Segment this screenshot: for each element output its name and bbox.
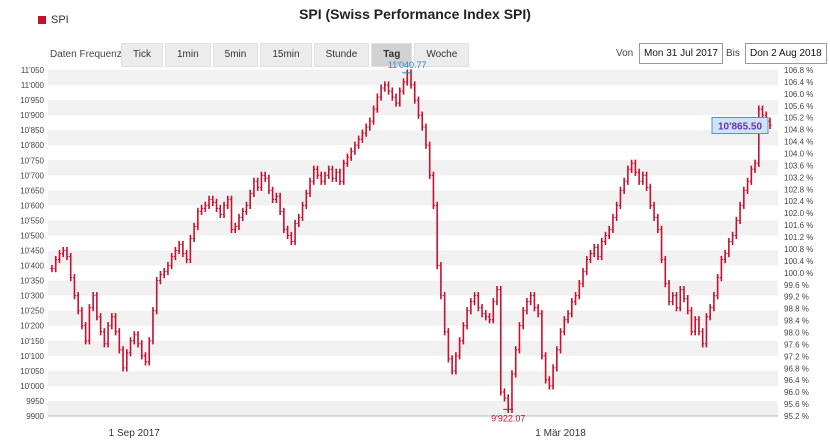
grid-band <box>48 370 778 386</box>
y-tick-label-right: 100.0 % <box>784 269 813 278</box>
y-tick-label-left: 10'600 <box>20 201 44 210</box>
y-tick-label-left: 10'000 <box>20 382 44 391</box>
grid-band <box>48 310 778 326</box>
y-tick-label-right: 104.8 % <box>784 126 813 135</box>
y-tick-label-right: 103.6 % <box>784 161 813 170</box>
tab-5min[interactable]: 5min <box>212 43 259 67</box>
y-tick-label-right: 97.2 % <box>784 352 809 361</box>
y-tick-label-left: 10'350 <box>20 277 44 286</box>
legend: SPI <box>38 14 69 26</box>
y-tick-label-left: 10'950 <box>20 96 44 105</box>
y-tick-label-right: 100.4 % <box>784 257 813 266</box>
y-tick-label-right: 104.4 % <box>784 138 813 147</box>
y-tick-label-left: 10'900 <box>20 111 44 120</box>
y-tick-label-left: 10'550 <box>20 216 44 225</box>
y-tick-label-right: 103.2 % <box>784 173 813 182</box>
grid-band <box>48 340 778 356</box>
y-tick-label-right: 99.6 % <box>784 281 809 290</box>
to-label: Bis <box>726 48 740 59</box>
grid-band <box>48 400 778 416</box>
tab-woche[interactable]: Woche <box>414 43 470 67</box>
y-tick-label-right: 96.0 % <box>784 388 809 397</box>
y-tick-label-left: 10'800 <box>20 141 44 150</box>
y-tick-label-right: 97.6 % <box>784 340 809 349</box>
y-tick-label-left: 9900 <box>26 412 44 421</box>
y-tick-label-left: 10'050 <box>20 367 44 376</box>
frequency-tabs: Tick 1min 5min 15min Stunde Tag Woche <box>121 43 471 67</box>
from-date-input[interactable]: Mon 31 Jul 2017 <box>639 43 723 64</box>
x-tick-label: 1 Mär 2018 <box>535 428 586 439</box>
x-tick-label: 1 Sep 2017 <box>109 428 161 439</box>
y-tick-label-right: 95.2 % <box>784 412 809 421</box>
grid-band <box>48 130 778 146</box>
last-value-label: 10'865.50 <box>718 122 763 133</box>
y-tick-label-left: 10'450 <box>20 247 44 256</box>
grid-band <box>48 160 778 176</box>
tab-15min[interactable]: 15min <box>260 43 312 67</box>
y-tick-label-left: 10'100 <box>20 352 44 361</box>
y-tick-label-right: 106.8 % <box>784 66 813 75</box>
y-tick-label-left: 9950 <box>26 397 44 406</box>
y-tick-label-left: 11'050 <box>21 66 45 75</box>
legend-swatch <box>38 16 46 24</box>
legend-label: SPI <box>51 14 69 26</box>
grid-band <box>48 220 778 236</box>
y-tick-label-right: 104.0 % <box>784 150 813 159</box>
tab-1min[interactable]: 1min <box>164 43 211 67</box>
y-tick-label-right: 105.2 % <box>784 114 813 123</box>
y-tick-label-left: 10'650 <box>20 186 44 195</box>
y-tick-label-left: 10'250 <box>20 307 44 316</box>
y-tick-label-right: 102.4 % <box>784 197 813 206</box>
frequency-label: Daten Frequenz <box>50 49 122 60</box>
y-tick-label-right: 96.4 % <box>784 376 809 385</box>
y-tick-label-right: 106.4 % <box>784 78 813 87</box>
y-tick-label-left: 10'300 <box>20 292 44 301</box>
y-tick-label-right: 102.0 % <box>784 209 813 218</box>
to-date-input[interactable]: Don 2 Aug 2018 <box>745 43 827 64</box>
annotation-label: 9'922.07 <box>491 413 525 423</box>
grid-band <box>48 280 778 296</box>
y-tick-label-left: 10'750 <box>20 156 44 165</box>
y-tick-label-left: 10'400 <box>20 262 44 271</box>
y-tick-label-right: 102.8 % <box>784 185 813 194</box>
y-tick-label-right: 98.0 % <box>784 328 809 337</box>
y-tick-label-right: 101.2 % <box>784 233 813 242</box>
chart-title: SPI (Swiss Performance Index SPI) <box>299 6 531 22</box>
last-value-box <box>711 117 769 135</box>
y-tick-label-right: 101.6 % <box>784 221 813 230</box>
y-tick-label-right: 106.0 % <box>784 90 813 99</box>
y-tick-label-right: 98.8 % <box>784 305 809 314</box>
y-tick-label-right: 96.8 % <box>784 364 809 373</box>
grid-band <box>48 250 778 266</box>
y-tick-label-left: 11'000 <box>21 81 45 90</box>
annotation-label: 11'040.77 <box>388 60 427 70</box>
grid-band <box>48 100 778 116</box>
y-tick-label-right: 95.6 % <box>784 400 809 409</box>
y-tick-label-left: 10'200 <box>20 322 44 331</box>
y-tick-label-left: 10'150 <box>20 337 44 346</box>
y-tick-label-right: 99.2 % <box>784 293 809 302</box>
grid-band <box>48 190 778 206</box>
tab-tag[interactable]: Tag <box>371 43 413 67</box>
grid-band <box>48 70 778 86</box>
tab-stunde[interactable]: Stunde <box>313 43 370 67</box>
y-tick-label-right: 100.8 % <box>784 245 813 254</box>
y-tick-label-left: 10'500 <box>20 231 44 240</box>
from-label: Von <box>616 48 634 59</box>
y-tick-label-left: 10'850 <box>20 126 44 135</box>
tab-tick[interactable]: Tick <box>121 43 163 67</box>
y-tick-label-right: 98.4 % <box>784 317 809 326</box>
y-tick-label-right: 105.6 % <box>784 102 813 111</box>
y-tick-label-left: 10'700 <box>20 171 44 180</box>
